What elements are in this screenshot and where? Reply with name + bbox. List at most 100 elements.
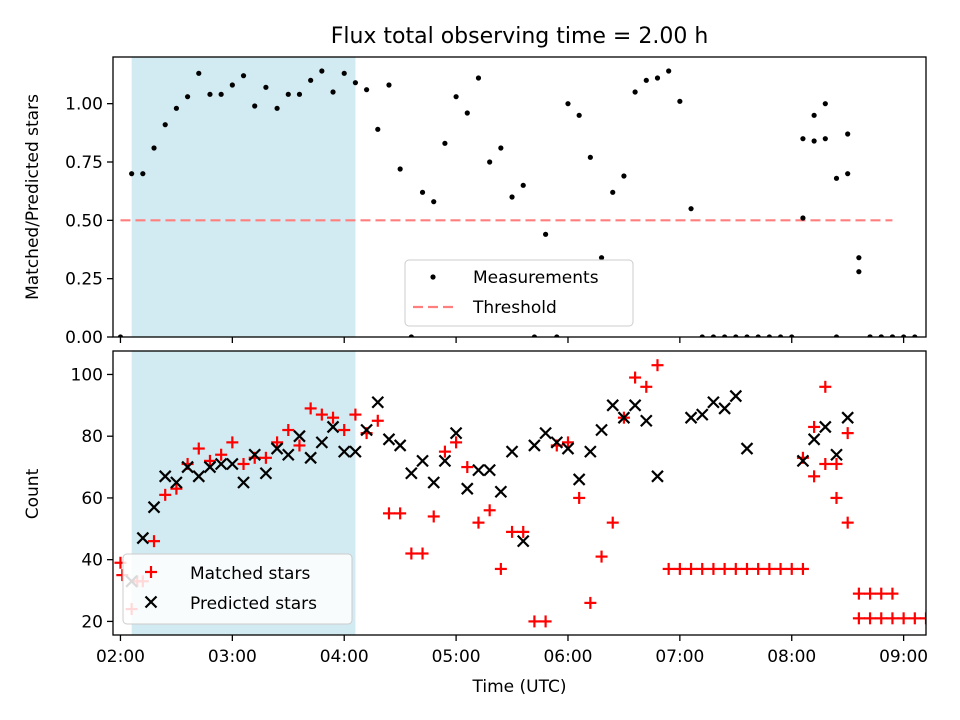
predicted-star-point [203, 460, 217, 474]
predicted-star-point [360, 423, 373, 437]
matched-star-point [752, 562, 765, 575]
matched-star-point [886, 612, 899, 625]
matched-star-point [494, 562, 507, 575]
predicted-star-point [349, 445, 362, 458]
matched-star-point [170, 482, 183, 495]
predicted-star-point [248, 448, 261, 461]
predicted-star-point [461, 482, 474, 495]
measurement-point [475, 75, 482, 81]
matched-star-point [226, 436, 239, 449]
measurement-point [308, 77, 314, 83]
predicted-star-point [405, 466, 418, 480]
matched-star-point [685, 562, 698, 575]
matched-star-point [629, 371, 642, 384]
measurement-point [587, 154, 593, 160]
predicted-star-point [382, 433, 396, 446]
matched-star-point [450, 436, 463, 449]
matched-star-point [673, 562, 686, 575]
measurement-point [632, 89, 638, 95]
matched-star-point [338, 424, 351, 437]
measurement-point [856, 255, 862, 261]
matched-star-point [394, 507, 407, 520]
predicted-star-point [740, 442, 754, 455]
top-panel: Matched/Predicted stars 0.00 0.25 0.50 0.75… [23, 56, 927, 348]
measurement-point [654, 75, 661, 81]
measurement-point [845, 131, 851, 137]
measurement-point [610, 189, 616, 195]
predicted-star-point [651, 470, 664, 483]
top-legend: Measurements Threshold [404, 259, 634, 327]
bottom-x-tick-label: 09:00 [879, 647, 928, 667]
matched-star-point [282, 424, 295, 437]
measurement-point [196, 70, 202, 76]
measurement-point [442, 140, 448, 146]
matched-star-point [707, 562, 720, 575]
matched-star-point [897, 612, 910, 625]
matched-star-point [539, 615, 552, 628]
predicted-star-point [617, 411, 631, 424]
matched-star-point [740, 562, 753, 575]
matched-star-point [841, 427, 854, 440]
bottom-axes-frame [112, 350, 927, 636]
matched-star-point [148, 535, 161, 548]
predicted-star-point [528, 439, 541, 452]
measurement-point [330, 89, 336, 95]
bottom-x-tick-label: 07:00 [655, 647, 704, 667]
measurement-point [341, 70, 347, 76]
measurement-point [520, 182, 526, 188]
matched-star-point [293, 439, 306, 452]
measurement-point [151, 145, 157, 151]
matched-star-point [327, 411, 340, 424]
matched-star-point [517, 525, 530, 538]
matched-star-point [159, 488, 172, 501]
matched-star-point [483, 504, 496, 517]
bottom-x-tick-label: 03:00 [208, 647, 257, 667]
predicted-star-point [282, 448, 295, 461]
predicted-star-point [270, 442, 284, 455]
predicted-star-point [416, 454, 429, 468]
bottom-y-tick-label: 100 [71, 365, 103, 385]
predicted-star-point [729, 389, 743, 403]
matched-star-point [595, 550, 608, 563]
measurement-point [833, 175, 840, 181]
predicted-star-point [158, 470, 172, 483]
measurement-point [274, 105, 280, 111]
measurement-point [576, 112, 582, 118]
measurement-point [811, 112, 817, 118]
measurement-point [240, 73, 247, 79]
measurement-point [509, 194, 515, 200]
predicted-star-point [293, 429, 306, 443]
matched-star-point [640, 380, 653, 393]
top-y-tick-label: 0.25 [65, 270, 103, 290]
measurement-point [162, 122, 168, 128]
legend-matched-marker [145, 566, 157, 578]
matched-star-point [819, 380, 832, 393]
measurement-point [598, 255, 605, 261]
matched-star-point [808, 470, 821, 483]
matched-star-point [506, 525, 519, 538]
predicted-star-point [136, 531, 150, 545]
matched-star-point [886, 587, 899, 600]
matched-star-point [192, 442, 205, 455]
measurement-point [252, 103, 258, 109]
predicted-star-point [304, 451, 317, 465]
top-y-tick-label: 0.50 [65, 211, 103, 231]
predicted-star-point [684, 411, 698, 424]
matched-star-point [271, 436, 284, 449]
legend-matched-glyph [145, 566, 157, 578]
predicted-star-point [214, 457, 228, 471]
top-y-tick-label: 0.75 [65, 153, 103, 173]
matched-star-point [864, 587, 877, 600]
predicted-star-point [483, 463, 496, 477]
matched-star-point [427, 510, 440, 523]
predicted-star-point [718, 402, 731, 415]
matched-star-point [237, 457, 250, 470]
measurement-point [419, 189, 426, 195]
measurement-point [643, 77, 649, 83]
bottom-x-tick-label: 08:00 [767, 647, 816, 667]
matched-star-point [584, 596, 597, 609]
predicted-star-point [796, 454, 810, 468]
measurement-point [543, 231, 549, 237]
predicted-star-point [516, 534, 530, 548]
